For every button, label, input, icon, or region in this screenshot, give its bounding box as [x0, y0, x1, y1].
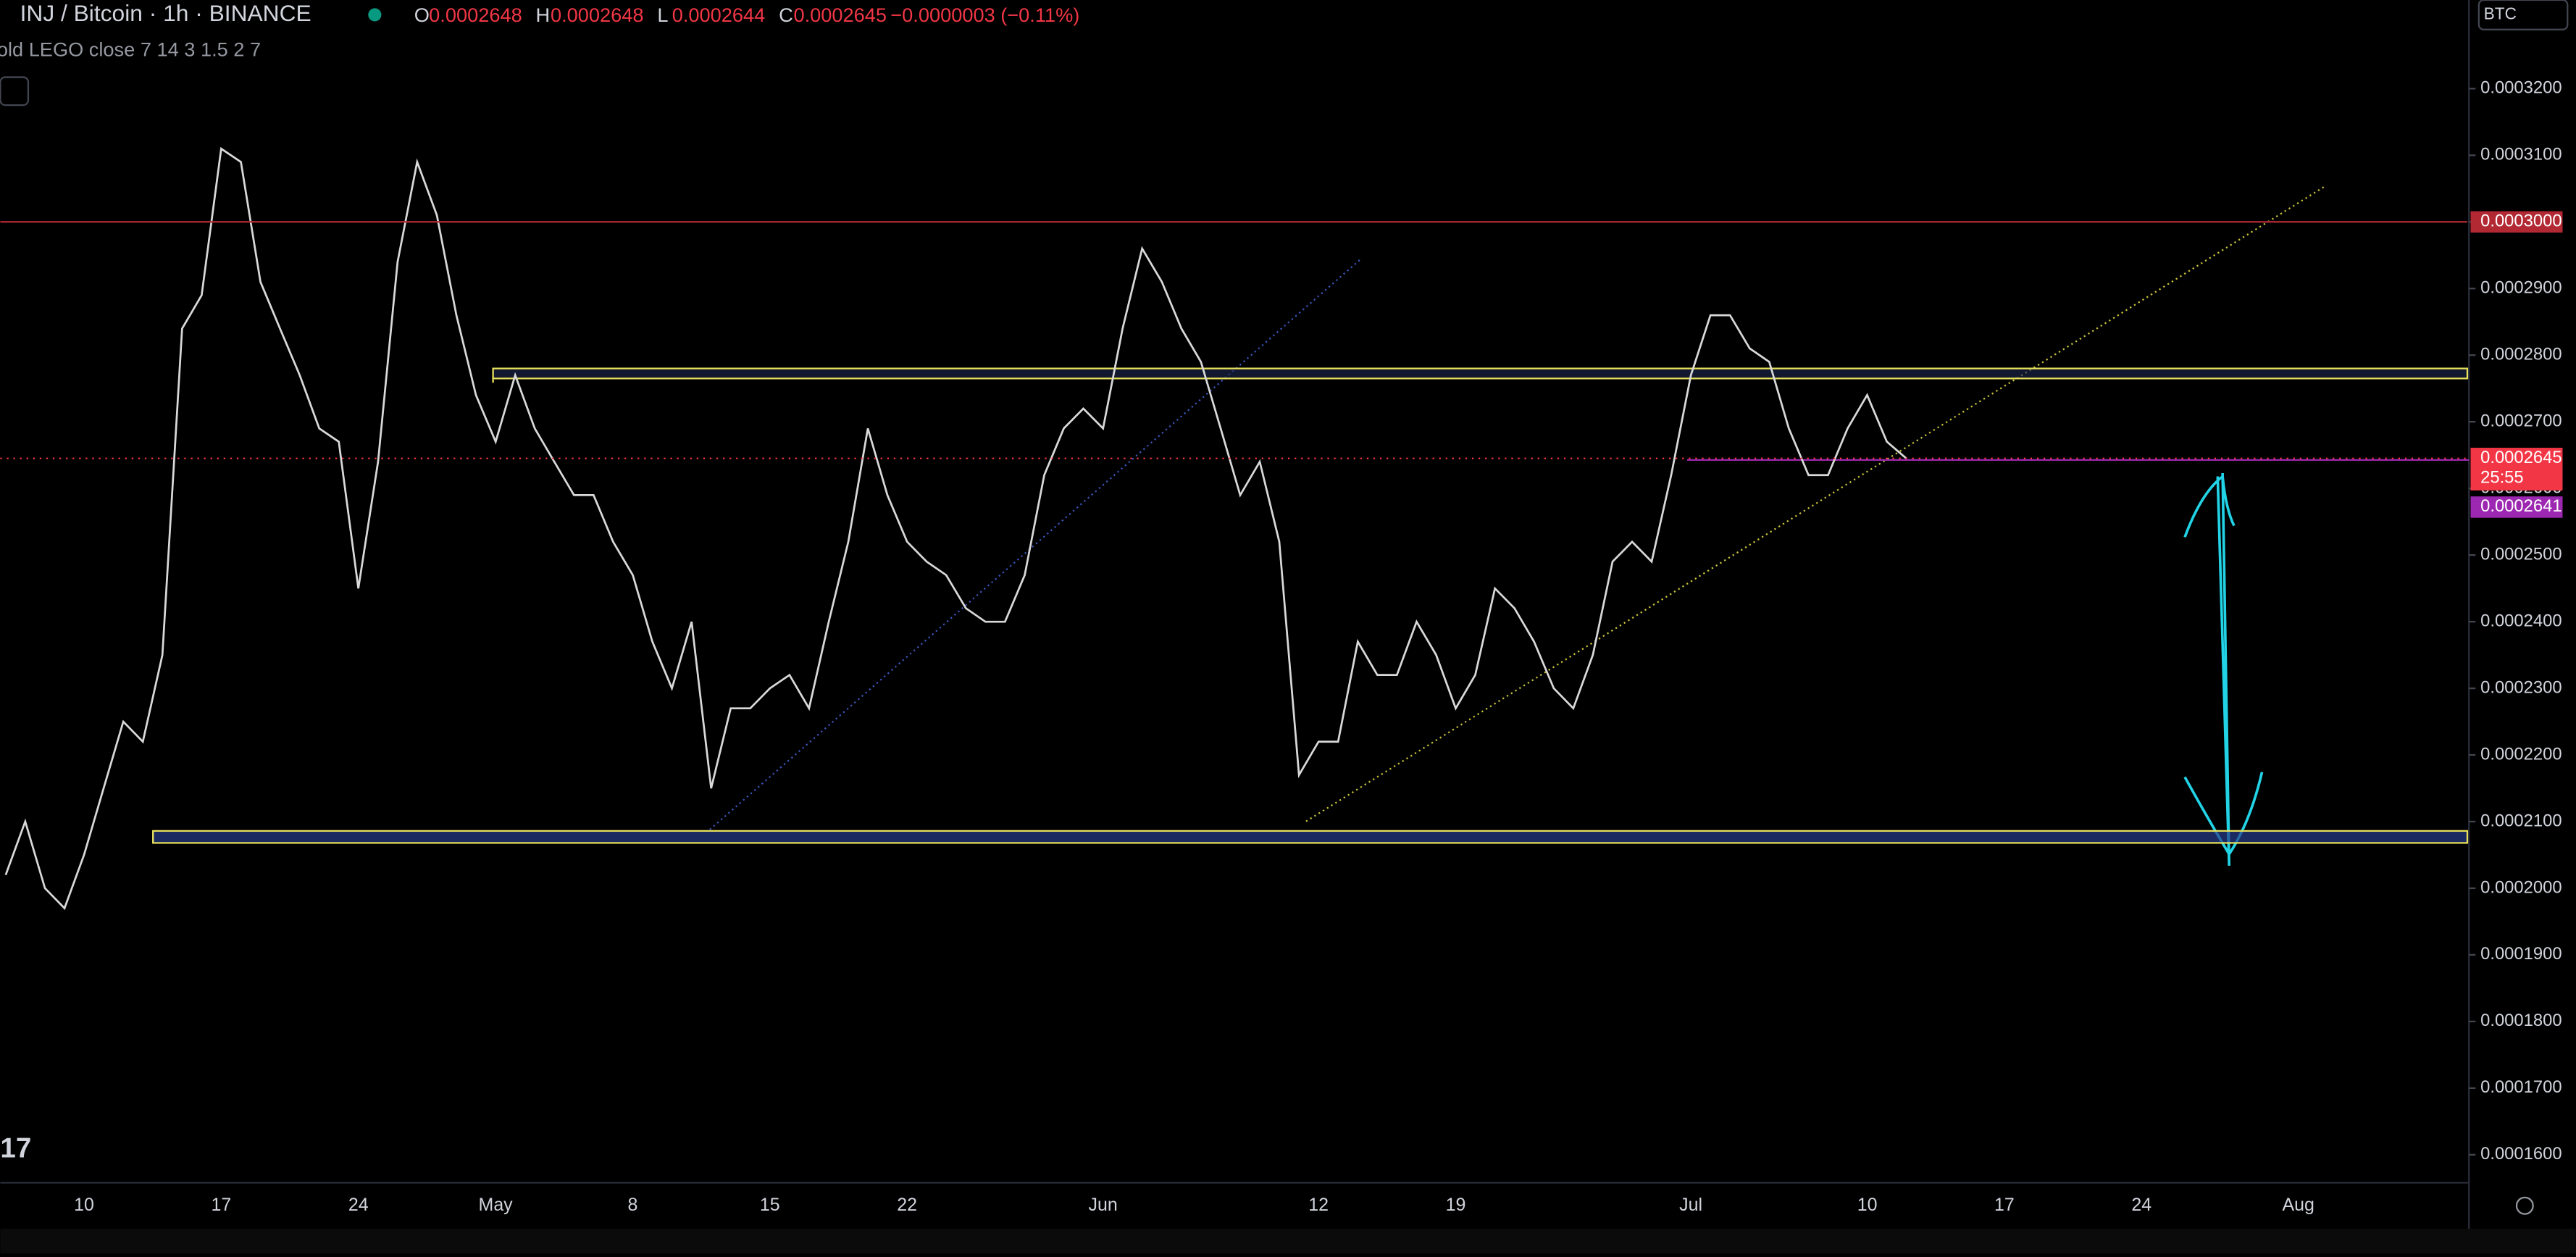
- symbol[interactable]: INJ / Bitcoin · 1h · BINANCE: [20, 0, 311, 26]
- currency-button[interactable]: [2477, 0, 2569, 30]
- change: −0.0000003 (−0.11%): [890, 4, 1079, 26]
- x-tick-label: Jun: [1089, 1195, 1118, 1215]
- countdown: 25:55: [2480, 467, 2524, 487]
- indicator[interactable]: old LEGO close 7 14 3 1.5 2 7: [0, 38, 261, 60]
- x-tick-label: 17: [1994, 1195, 2015, 1215]
- ohlc-value: 0.0002644: [672, 4, 766, 26]
- x-tick-label: 10: [1857, 1195, 1878, 1215]
- y-tick-label: 0.0001900: [2480, 944, 2562, 964]
- x-tick-label: 24: [348, 1195, 369, 1215]
- level-label: 0.0003000: [2480, 212, 2562, 231]
- x-tick-label: 10: [74, 1195, 94, 1215]
- x-tick-label: Jul: [1679, 1195, 1702, 1215]
- y-tick-label: 0.0003100: [2480, 145, 2562, 164]
- tv-logo: 17: [0, 1132, 31, 1164]
- y-tick-label: 0.0002300: [2480, 677, 2562, 697]
- level-badge: [2470, 211, 2563, 233]
- y-tick-label: 0.0002200: [2480, 744, 2562, 764]
- y-tick-label: 0.0002500: [2480, 544, 2562, 564]
- ohlc-value: 0.0002645: [794, 4, 887, 26]
- x-tick-label: 24: [2131, 1195, 2151, 1215]
- collapse-button[interactable]: [0, 76, 30, 107]
- ohlc-value: 0.0002648: [551, 4, 644, 26]
- level-label: 0.0002641: [2480, 496, 2562, 516]
- x-tick-label: 19: [1446, 1195, 1466, 1215]
- status-dot: [368, 8, 382, 22]
- ohlc-value: 0.0002648: [429, 4, 522, 26]
- level-label: 0.0002645: [2480, 448, 2562, 467]
- settings-icon[interactable]: [2515, 1196, 2534, 1215]
- level-badge: [2470, 448, 2563, 490]
- ohlc-key: O: [414, 4, 430, 26]
- y-tick-label: 0.0002400: [2480, 611, 2562, 630]
- currency[interactable]: BTC: [2484, 4, 2517, 22]
- y-tick-label: 0.0002700: [2480, 411, 2562, 430]
- ohlc-key: L: [657, 4, 668, 26]
- y-tick-label: 0.0001800: [2480, 1011, 2562, 1030]
- x-tick-label: 22: [897, 1195, 917, 1215]
- x-tick-label: Aug: [2282, 1195, 2314, 1215]
- y-tick-label: 0.0002000: [2480, 877, 2562, 897]
- y-tick-label: 0.0002900: [2480, 278, 2562, 298]
- ohlc-key: H: [536, 4, 551, 26]
- bottom-bar: [0, 1228, 2576, 1253]
- ohlc-key: C: [779, 4, 793, 26]
- x-tick-label: May: [479, 1195, 514, 1215]
- y-tick-label: 0.0002100: [2480, 811, 2562, 830]
- y-tick-label: 0.0001600: [2480, 1144, 2562, 1164]
- x-tick-label: 15: [760, 1195, 780, 1215]
- zone: [152, 830, 2469, 844]
- x-tick-label: 17: [212, 1195, 232, 1215]
- y-tick-label: 0.0001700: [2480, 1077, 2562, 1097]
- y-tick-label: 0.0003200: [2480, 78, 2562, 98]
- level-badge: [2470, 496, 2563, 518]
- price-line: [4, 146, 1907, 911]
- zone: [492, 367, 2469, 380]
- ohlc: O 0.0002648 H 0.0002648 L 0.0002644 C 0.0002645…: [414, 4, 1080, 26]
- y-tick-label: 0.0002800: [2480, 344, 2562, 364]
- x-tick-label: 8: [628, 1195, 638, 1215]
- x-tick-label: 12: [1308, 1195, 1329, 1215]
